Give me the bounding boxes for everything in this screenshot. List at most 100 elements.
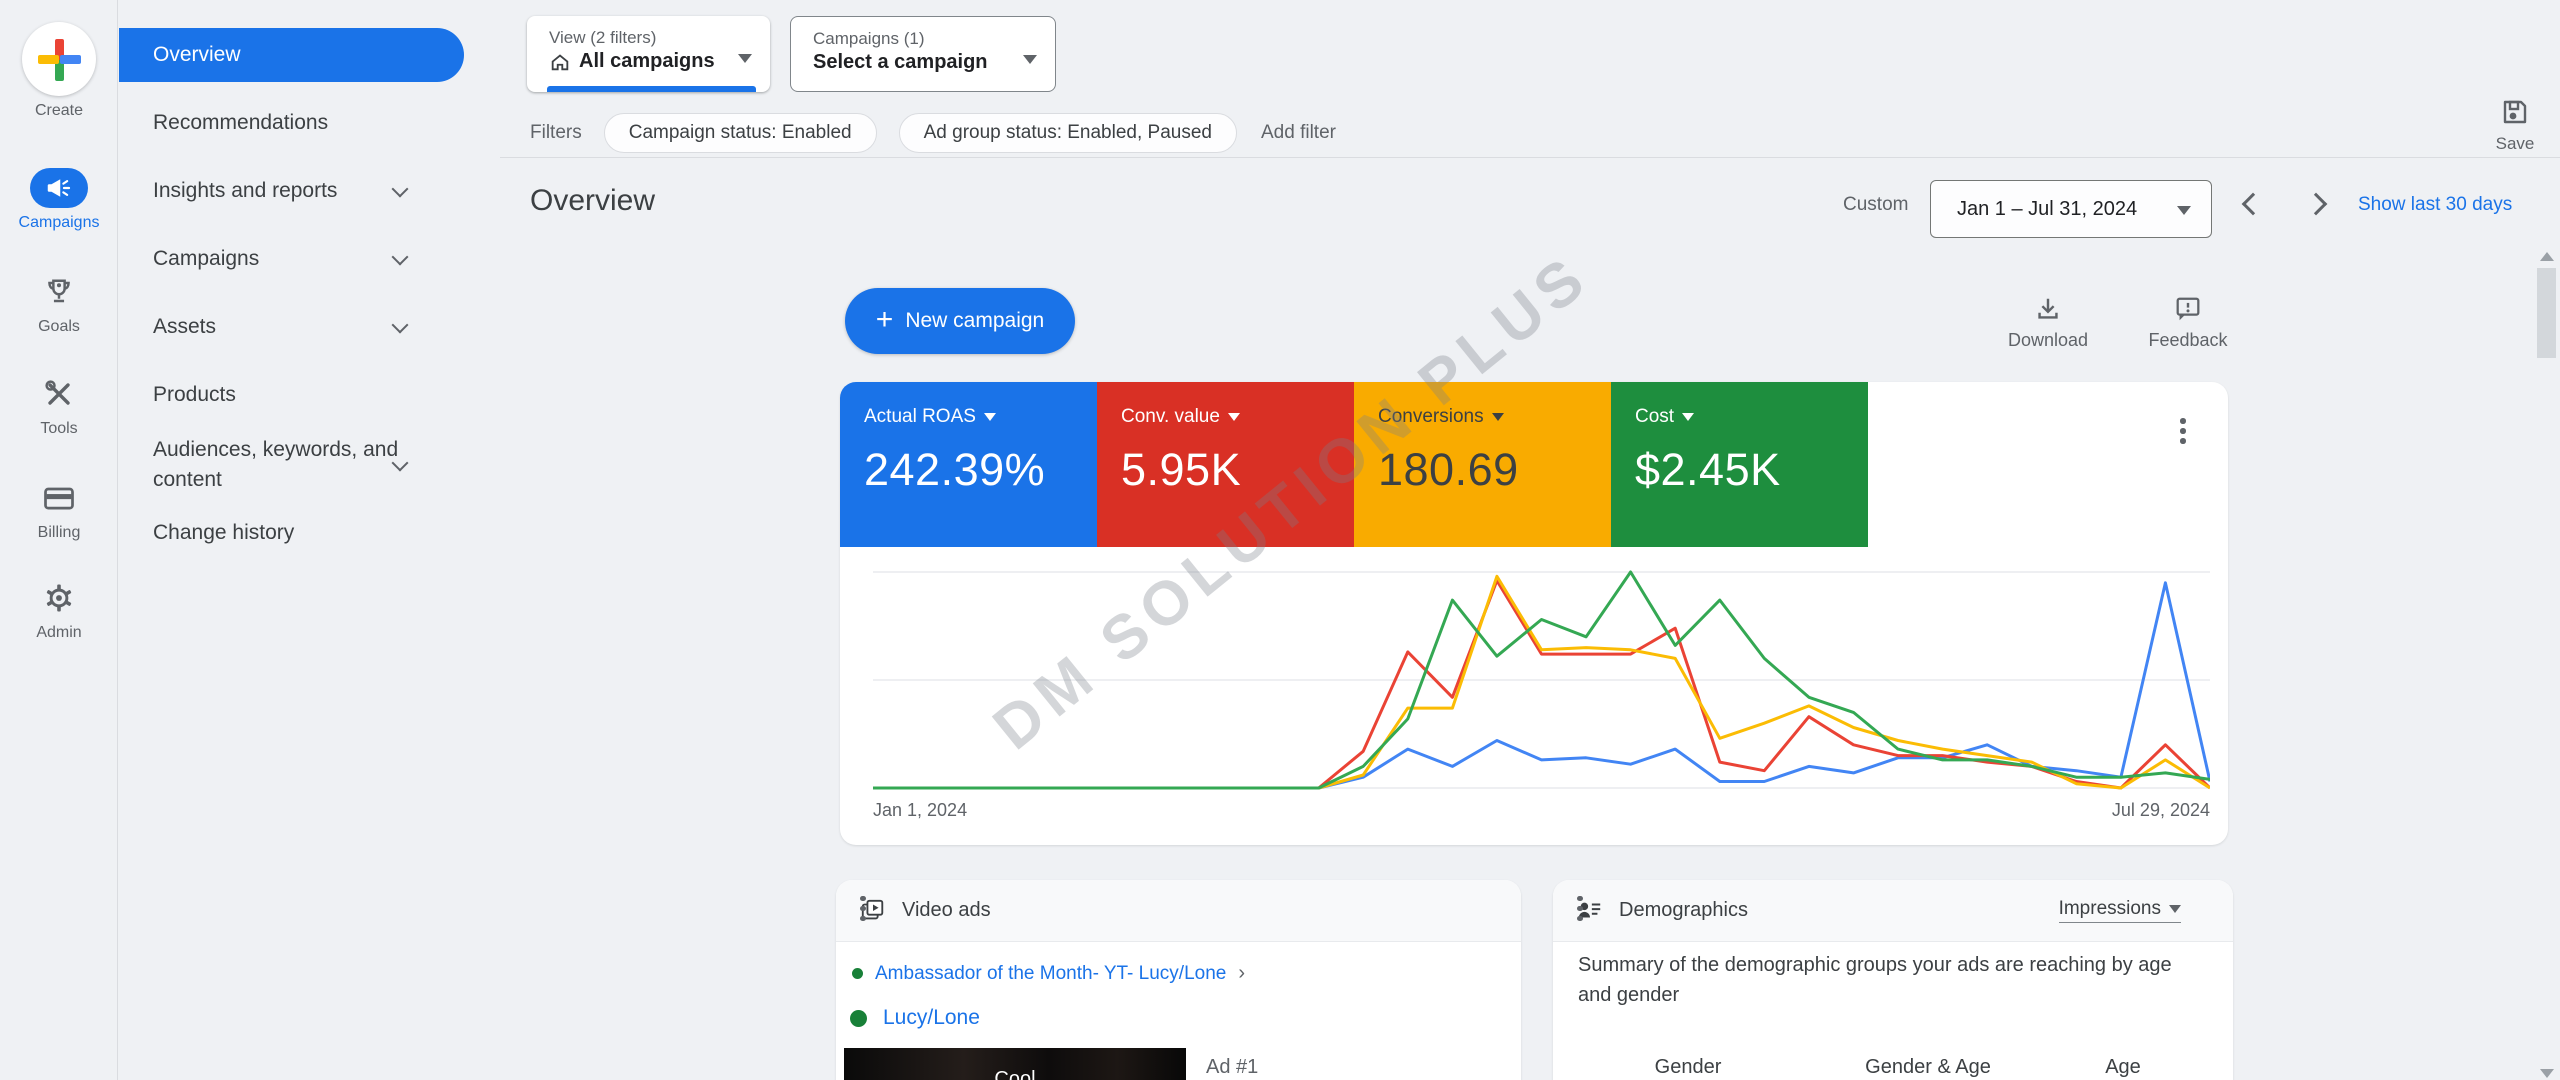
metric-scorecards: Actual ROAS 242.39% Conv. value 5.95K Co… bbox=[840, 382, 1868, 547]
rail-item-goals[interactable]: Goals bbox=[0, 272, 118, 336]
status-enabled-dot bbox=[852, 968, 863, 979]
metric-value: 242.39% bbox=[864, 444, 1046, 495]
main-content: View (2 filters) All campaigns Campaigns… bbox=[500, 0, 2560, 1080]
tab-gender-and-age[interactable]: Gender & Age bbox=[1865, 1056, 1991, 1078]
card-title: Demographics bbox=[1619, 899, 1748, 921]
sidebar-item-audiences-keywords-content[interactable]: Audiences, keywords, and content bbox=[119, 425, 464, 505]
rail-item-campaigns[interactable]: Campaigns bbox=[0, 168, 118, 232]
sidebar-item-recommendations[interactable]: Recommendations bbox=[119, 96, 464, 150]
next-period-button[interactable] bbox=[2304, 192, 2328, 216]
plus-icon: + bbox=[875, 302, 894, 336]
sidebar-item-label: Campaigns bbox=[153, 247, 260, 270]
active-underline bbox=[547, 86, 756, 92]
save-button[interactable]: Save bbox=[2475, 96, 2555, 154]
filter-chip-campaign-status[interactable]: Campaign status: Enabled bbox=[603, 112, 877, 153]
tab-age[interactable]: Age bbox=[2105, 1056, 2141, 1078]
add-filter-button[interactable]: Add filter bbox=[1260, 121, 1336, 143]
sidebar-item-label: Audiences, keywords, and content bbox=[153, 438, 399, 491]
caret-down-icon bbox=[983, 413, 996, 421]
metric-actual-roas[interactable]: Actual ROAS 242.39% bbox=[840, 382, 1097, 547]
app-rail: Create Campaigns Goals Tools Billing Adm… bbox=[0, 0, 118, 1080]
rail-item-label: Admin bbox=[36, 624, 82, 641]
campaign-row[interactable]: Lucy/Lone bbox=[850, 1006, 980, 1030]
rail-item-billing[interactable]: Billing bbox=[0, 478, 118, 542]
metric-value: 5.95K bbox=[1121, 444, 1242, 495]
rail-item-admin[interactable]: Admin bbox=[0, 578, 118, 642]
sidebar-item-label: Change history bbox=[153, 521, 295, 544]
sidebar-item-overview[interactable]: Overview bbox=[119, 28, 464, 82]
download-button[interactable]: Download bbox=[1988, 294, 2108, 351]
chevron-right-icon: › bbox=[1238, 962, 1246, 984]
page-header: Overview Custom Jan 1 – Jul 31, 2024 Sho… bbox=[500, 172, 2560, 242]
sidebar-item-label: Products bbox=[153, 383, 236, 406]
filter-chip-ad-group-status[interactable]: Ad group status: Enabled, Paused bbox=[898, 112, 1237, 153]
metric-conversions[interactable]: Conversions 180.69 bbox=[1354, 382, 1611, 547]
sidebar-item-assets[interactable]: Assets bbox=[119, 300, 464, 354]
demographics-card: Demographics Impressions Summary of the … bbox=[1553, 880, 2233, 1080]
x-axis-start-label: Jan 1, 2024 bbox=[873, 800, 968, 820]
page-title: Overview bbox=[530, 184, 656, 217]
rail-item-label: Tools bbox=[40, 420, 78, 437]
feedback-icon bbox=[2176, 297, 2200, 321]
chevron-down-icon bbox=[391, 180, 409, 198]
view-selector-label: View (2 filters) bbox=[549, 28, 657, 47]
status-enabled-dot bbox=[850, 1009, 867, 1027]
metric-conv-value[interactable]: Conv. value 5.95K bbox=[1097, 382, 1354, 547]
rail-item-label: Campaigns bbox=[18, 214, 100, 231]
video-ads-menu-button[interactable] bbox=[860, 895, 866, 926]
vertical-scrollbar[interactable] bbox=[2534, 240, 2560, 1080]
sidebar-item-campaigns[interactable]: Campaigns bbox=[119, 232, 464, 286]
date-range-value: Jan 1 – Jul 31, 2024 bbox=[1957, 197, 2138, 220]
sidebar-item-label: Assets bbox=[153, 315, 217, 338]
card-title: Video ads bbox=[902, 899, 991, 921]
tools-icon bbox=[0, 374, 118, 414]
chevron-down-icon bbox=[391, 316, 409, 334]
demographics-metric-selector[interactable]: Impressions bbox=[2058, 898, 2181, 923]
view-selector[interactable]: View (2 filters) All campaigns bbox=[527, 16, 770, 92]
sidebar-item-change-history[interactable]: Change history bbox=[119, 506, 464, 560]
tab-gender[interactable]: Gender bbox=[1654, 1056, 1722, 1078]
ad-group-link[interactable]: Ambassador of the Month- YT- Lucy/Lone bbox=[875, 962, 1227, 984]
chevron-down-icon bbox=[391, 248, 409, 266]
show-last-30-days-link[interactable]: Show last 30 days bbox=[2358, 194, 2513, 215]
metric-value: 180.69 bbox=[1378, 444, 1519, 495]
chart-menu-button[interactable] bbox=[2180, 418, 2186, 448]
filters-bar: Filters Campaign status: Enabled Ad grou… bbox=[500, 108, 2560, 158]
metric-label: Cost bbox=[1635, 406, 1675, 427]
rail-item-create[interactable]: Create bbox=[0, 22, 118, 120]
rail-item-tools[interactable]: Tools bbox=[0, 374, 118, 438]
scroll-up-arrow[interactable] bbox=[2540, 252, 2554, 261]
save-label: Save bbox=[2495, 134, 2535, 153]
rail-item-label: Create bbox=[34, 102, 84, 119]
feedback-button[interactable]: Feedback bbox=[2128, 294, 2248, 351]
megaphone-icon bbox=[30, 168, 88, 208]
metric-cost[interactable]: Cost $2.45K bbox=[1611, 382, 1868, 547]
ad-name-label: Ad #1 bbox=[1206, 1056, 1259, 1078]
ad-group-row[interactable]: Ambassador of the Month- YT- Lucy/Lone › bbox=[852, 962, 1245, 985]
demographics-menu-button[interactable] bbox=[1577, 895, 1583, 926]
new-campaign-button[interactable]: + New campaign bbox=[845, 288, 1075, 354]
rail-item-label: Goals bbox=[38, 318, 80, 335]
previous-period-button[interactable] bbox=[2241, 192, 2265, 216]
sidebar-item-products[interactable]: Products bbox=[119, 368, 464, 422]
campaign-selector[interactable]: Campaigns (1) Select a campaign bbox=[790, 16, 1056, 92]
save-icon bbox=[2503, 100, 2527, 124]
caret-down-icon bbox=[1491, 413, 1504, 421]
caret-down-icon bbox=[1682, 413, 1695, 421]
plus-icon bbox=[22, 22, 96, 96]
date-range-selector[interactable]: Jan 1 – Jul 31, 2024 bbox=[1930, 180, 2212, 238]
scroll-down-arrow[interactable] bbox=[2540, 1069, 2554, 1078]
video-ads-card: Video ads Ambassador of the Month- YT- L… bbox=[836, 880, 1521, 1080]
sidebar-item-label: Recommendations bbox=[153, 111, 329, 134]
metric-label: Actual ROAS bbox=[864, 406, 976, 427]
video-thumbnail[interactable]: Cool bbox=[844, 1048, 1186, 1080]
campaign-link[interactable]: Lucy/Lone bbox=[883, 1006, 980, 1029]
sidebar-item-insights-and-reports[interactable]: Insights and reports bbox=[119, 164, 464, 218]
scrollbar-thumb[interactable] bbox=[2537, 268, 2556, 358]
x-axis-end-label: Jul 29, 2024 bbox=[2111, 800, 2210, 820]
gear-icon bbox=[0, 578, 118, 618]
campaign-selector-value: Select a campaign bbox=[813, 51, 988, 73]
caret-down-icon bbox=[2177, 206, 2191, 215]
home-icon bbox=[551, 53, 569, 70]
sidebar-item-label: Overview bbox=[153, 43, 241, 66]
